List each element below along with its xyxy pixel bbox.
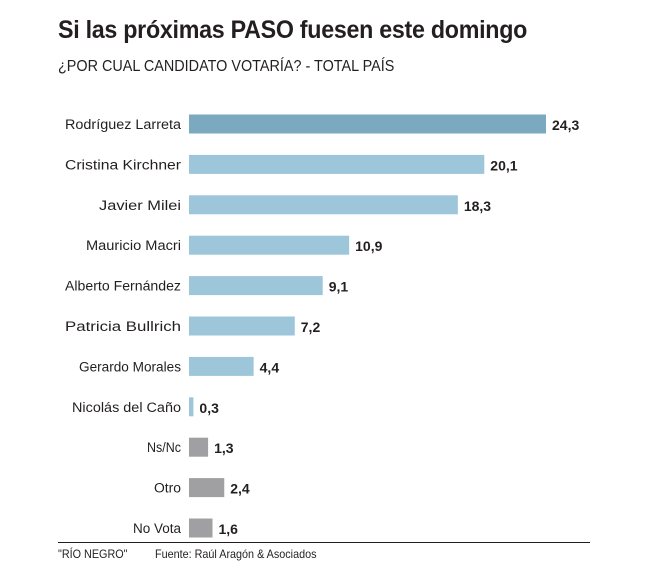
footer-credit: "RÍO NEGRO" bbox=[58, 547, 128, 561]
category-label: Gerardo Morales bbox=[79, 359, 181, 374]
bar bbox=[189, 478, 225, 498]
bar-row: Gerardo Morales 4,4 bbox=[79, 356, 280, 376]
bar-row: Nicolás del Caño 0,3 bbox=[72, 397, 219, 417]
category-label: Patricia Bullrich bbox=[65, 319, 181, 334]
value-label: 0,3 bbox=[199, 400, 219, 416]
value-label: 18,3 bbox=[464, 198, 491, 214]
category-label: Nicolás del Caño bbox=[72, 400, 181, 415]
category-label: Otro bbox=[154, 481, 181, 496]
chart-title: Si las próximas PASO fuesen este domingo bbox=[58, 16, 528, 44]
bar bbox=[189, 154, 485, 174]
bar bbox=[189, 114, 546, 134]
bar bbox=[189, 356, 254, 376]
bar bbox=[189, 518, 213, 538]
chart-subtitle: ¿POR CUAL CANDIDATO VOTARÍA? - TOTAL PAÍ… bbox=[58, 58, 395, 75]
value-label: 4,4 bbox=[260, 359, 280, 375]
bar-row: Otro 2,4 bbox=[154, 478, 250, 498]
value-label: 1,6 bbox=[219, 521, 239, 537]
value-label: 9,1 bbox=[329, 279, 349, 295]
bar-row: Patricia Bullrich 7,2 bbox=[65, 316, 321, 336]
category-label: Alberto Fernández bbox=[65, 279, 181, 294]
bar bbox=[189, 316, 295, 336]
category-label: Ns/Nc bbox=[147, 440, 181, 455]
bar-row: Alberto Fernández 9,1 bbox=[65, 276, 349, 296]
category-label: No Vota bbox=[133, 521, 181, 536]
category-label: Mauricio Macri bbox=[86, 238, 181, 253]
category-label: Cristina Kirchner bbox=[65, 157, 182, 172]
value-label: 20,1 bbox=[490, 157, 517, 173]
footer-source: Fuente: Raúl Aragón & Asociados bbox=[155, 547, 317, 561]
bar-row: Mauricio Macri 10,9 bbox=[86, 235, 383, 255]
bar bbox=[189, 195, 458, 215]
bar-row: No Vota 1,6 bbox=[133, 518, 239, 538]
category-label: Rodríguez Larreta bbox=[65, 117, 182, 132]
bar-row: Rodríguez Larreta 24,3 bbox=[65, 114, 579, 134]
bar-row: Ns/Nc 1,3 bbox=[147, 437, 234, 457]
bar-row: Javier Milei 18,3 bbox=[99, 195, 491, 215]
bar-chart: Rodríguez Larreta 24,3 Cristina Kirchner 20… bbox=[65, 114, 579, 538]
category-label: Javier Milei bbox=[99, 198, 181, 213]
footer-divider bbox=[58, 542, 590, 543]
bar bbox=[189, 397, 194, 417]
bar bbox=[189, 235, 350, 255]
value-label: 24,3 bbox=[552, 117, 579, 133]
value-label: 10,9 bbox=[355, 238, 382, 254]
bar bbox=[189, 437, 209, 457]
bar-row: Cristina Kirchner 20,1 bbox=[65, 154, 518, 174]
value-label: 2,4 bbox=[230, 481, 250, 497]
value-label: 1,3 bbox=[214, 440, 234, 456]
bar bbox=[189, 276, 323, 296]
value-label: 7,2 bbox=[301, 319, 321, 335]
